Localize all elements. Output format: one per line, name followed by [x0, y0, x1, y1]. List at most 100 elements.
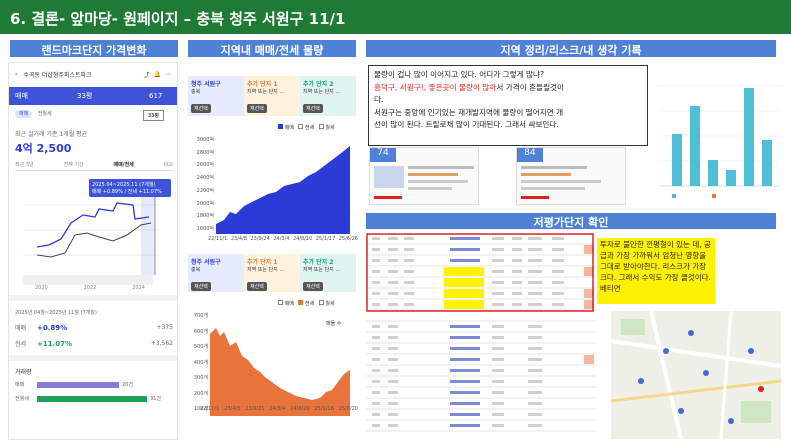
x-tick: 24/3/4	[269, 406, 286, 412]
tooltip-text: 매매 +0.89% / 전세 +11.07%	[92, 189, 162, 195]
reselect-button[interactable]: 재선택	[303, 104, 323, 113]
y-tick: 400개	[193, 359, 208, 366]
rent-volume-bar	[37, 395, 147, 402]
x-tick: 23/9/24	[250, 236, 270, 242]
highlight-cell	[444, 267, 484, 276]
listing-card[interactable]: 84	[516, 147, 626, 205]
size-select[interactable]: 33평	[143, 110, 164, 121]
x-tick: 22/11/1	[208, 236, 228, 242]
reselect-button[interactable]: 재선택	[303, 282, 323, 291]
location-map[interactable]	[611, 311, 781, 439]
volume-bars	[23, 275, 153, 285]
map-marker	[663, 348, 669, 354]
bar	[744, 88, 754, 186]
stat-label: 전세	[15, 341, 27, 348]
section-cheap: 저평가단지 확인	[366, 213, 776, 229]
price-chart	[23, 185, 159, 285]
memo-line: 서 가격이 흔들릴것이	[496, 82, 565, 92]
xaxis-bottom: 22/11/1 23/4/8 23/9/21 24/3/4 24/8/20 25/1/16…	[200, 406, 358, 412]
period-tab[interactable]: 전체 기간	[63, 162, 84, 168]
bell-icon[interactable]: 🔔	[153, 70, 161, 78]
filter-type[interactable]: 매매	[15, 92, 28, 100]
period-tab[interactable]: 최근 3년	[15, 162, 34, 168]
yaxis-bottom: 700개 600개 500개 400개 300개 200개 100개	[188, 312, 208, 412]
reselect-button[interactable]: 재선택	[191, 282, 211, 291]
stat-label: 매매	[15, 325, 27, 332]
x-tick: 25/6/26	[338, 236, 358, 242]
x-tick: 25/1/16	[314, 406, 334, 412]
app-location-bar[interactable]: ‹ 수곡동 더샵청주퍼스트파크 ⤴ 🔔 ⋯	[9, 63, 177, 85]
period-tab[interactable]: 비교	[163, 162, 173, 168]
legend-sale[interactable]: 매매	[284, 301, 294, 307]
x-tick: 23/4/8	[224, 406, 241, 412]
status-cell	[584, 267, 594, 276]
card-number: 84	[517, 148, 543, 162]
year-axis: 2020 2022 2024	[35, 285, 145, 291]
legend: 매매 전세 월세	[278, 124, 335, 131]
status-cell	[584, 289, 594, 298]
highlight-range	[141, 185, 155, 275]
risk-note: 투자로 불안한 낀평형이 있는 데, 공급과 가장 가까워서 엄청난 영향을 그…	[597, 238, 715, 304]
complex-table	[366, 233, 596, 443]
listing-card[interactable]: 74	[369, 147, 479, 205]
volume-label: 매매	[15, 382, 25, 388]
tooltip-date: 2025.04~2025.11 (7개월)	[92, 182, 156, 188]
region-card[interactable]: 추가 단지 2 지역 또는 단지 ... 재선택	[300, 254, 356, 292]
stat-amt: +3,562	[150, 340, 173, 347]
highlight-cell	[444, 300, 484, 309]
y-tick: 300개	[193, 375, 208, 381]
period-tabs: 최근 3년 전체 기간 매매/전세 비교	[15, 161, 173, 171]
tab-rent[interactable]: 전월세	[37, 111, 52, 117]
reselect-button[interactable]: 재선택	[191, 104, 211, 113]
legend-lease[interactable]: 전세	[304, 125, 315, 131]
volume-bar-row: 전월세 31건	[15, 395, 173, 402]
stat-pct: +0.89%	[37, 323, 68, 332]
region-card[interactable]: 추가 단지 1 지역 또는 단지 ... 재선택	[244, 254, 300, 292]
y-tick: 2800억	[196, 149, 214, 156]
card-title: 추가 단지 2	[303, 259, 334, 266]
y-tick: 100개	[193, 406, 208, 412]
memo-line: 선이 많이 된다. 트릴로채 많이 기대된다. 그래서 싸보인다.	[374, 120, 559, 129]
region-card[interactable]: 청주 서원구 충북 재선택	[188, 76, 244, 116]
reselect-button[interactable]: 재선택	[247, 104, 267, 113]
x-tick: 24/8/10	[293, 236, 313, 242]
x-tick: 25/1/17	[315, 236, 336, 242]
legend-lease[interactable]: 전세	[304, 301, 315, 307]
filter-count[interactable]: 617	[149, 92, 163, 100]
legend-sale[interactable]: 매매	[284, 125, 294, 131]
volume-top-panel: 청주 서원구 충북 재선택 추가 단지 1 지역 또는 단지 ... 재선택 추…	[188, 76, 360, 246]
lease-volume-chart	[210, 328, 350, 416]
y-tick: 2600억	[196, 162, 214, 169]
legend: 매매 전세 월세	[278, 300, 335, 307]
region-card[interactable]: 추가 단지 2 지역 또는 단지 ... 재선택	[300, 76, 356, 116]
region-card[interactable]: 청주 서원구 충북 재선택	[188, 254, 244, 292]
y-tick: 700개	[193, 313, 208, 319]
highlight-cell	[444, 289, 484, 298]
share-icon[interactable]: ⤴	[143, 71, 150, 79]
x-tick: 22/11/1	[200, 406, 220, 412]
region-card[interactable]: 추가 단지 1 지역 또는 단지 ... 재선택	[244, 76, 300, 116]
cell-placeholders	[372, 237, 564, 427]
legend-rent[interactable]: 월세	[325, 301, 335, 307]
app-filter-bar: 매매 33평 617	[9, 87, 177, 105]
yaxis-top: 3000억 2800억 2600억 2400억 2200억 2000억 1800억 1600억	[188, 136, 214, 232]
mini-bar-chart	[660, 85, 780, 198]
back-icon[interactable]: ‹	[15, 70, 18, 78]
bar	[708, 160, 718, 186]
period-tab[interactable]: 매매/전세	[113, 162, 134, 168]
map-marker	[703, 370, 709, 376]
tab-sale[interactable]: 매매	[15, 110, 33, 118]
side-label: 매물 수	[326, 321, 342, 327]
landmark-app: ‹ 수곡동 더샵청주퍼스트파크 ⤴ 🔔 ⋯ 매매 33평 617 매매 전월세 …	[8, 62, 178, 440]
more-icon[interactable]: ⋯	[165, 70, 171, 78]
x-tick: 25/6/20	[338, 406, 358, 412]
section-summary: 지역 정리/리스크/내 생각 기록	[366, 40, 776, 57]
stat-row: 전세 +11.07% +3,562	[15, 339, 173, 349]
reselect-button[interactable]: 재선택	[247, 282, 267, 291]
table-rows	[366, 243, 596, 432]
legend-rent[interactable]: 월세	[325, 125, 335, 131]
y-tick: 500개	[193, 344, 208, 350]
filter-size[interactable]: 33평	[77, 92, 93, 100]
map-marker	[748, 348, 754, 354]
memo-highlight: 흥덕구, 서원구!, 좋은곳이 물량이 많아	[374, 82, 497, 92]
